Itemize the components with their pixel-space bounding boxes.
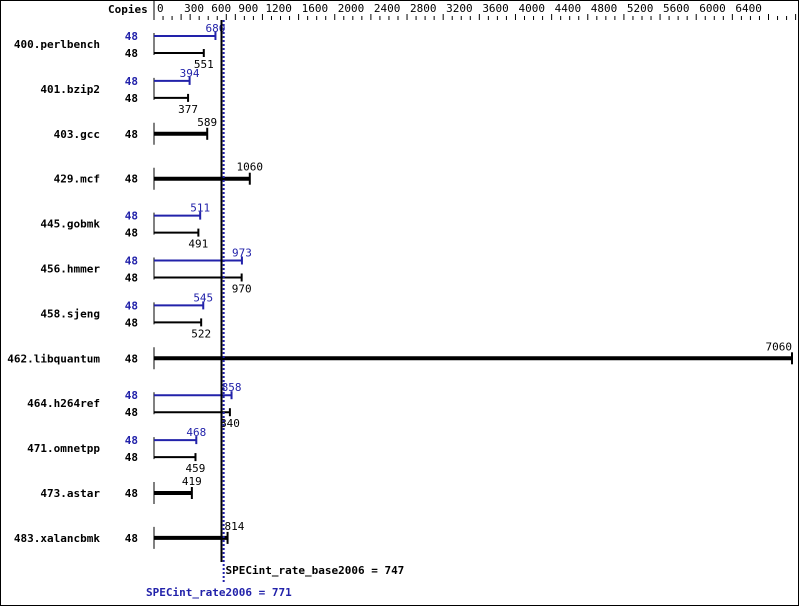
base-value: 589: [197, 116, 217, 129]
peak-summary-label: SPECint_rate2006 = 771: [146, 586, 292, 599]
base-value: 419: [182, 475, 202, 488]
benchmark-row: 458.sjeng 48 545 48 522: [40, 291, 213, 340]
benchmark-name: 473.astar: [40, 487, 100, 500]
base-value: 377: [178, 103, 198, 116]
peak-copies: 48: [125, 434, 138, 447]
peak-copies: 48: [125, 75, 138, 88]
benchmark-name: 429.mcf: [54, 173, 100, 186]
base-copies: 48: [125, 47, 138, 60]
axis-tick-label: 300: [184, 2, 204, 15]
benchmark-row: 403.gcc 48 589: [54, 116, 217, 145]
base-copies: 48: [125, 173, 138, 186]
benchmark-row: 400.perlbench 48 680 48 551: [14, 22, 225, 71]
base-copies: 48: [125, 227, 138, 240]
benchmark-row: 483.xalancbmk 48 814: [14, 520, 245, 549]
benchmark-row: 471.omnetpp 48 468 48 459: [27, 426, 206, 475]
base-value: 459: [186, 462, 206, 475]
base-copies: 48: [125, 352, 138, 365]
axis-tick-label: 0: [157, 2, 164, 15]
peak-value: 394: [180, 67, 200, 80]
benchmark-name: 464.h264ref: [27, 397, 100, 410]
benchmark-name: 458.sjeng: [40, 307, 100, 320]
base-value: 814: [225, 520, 245, 533]
peak-copies: 48: [125, 299, 138, 312]
axis-tick-label: 2400: [374, 2, 401, 15]
axis-tick-label: 1200: [265, 2, 292, 15]
base-copies: 48: [125, 487, 138, 500]
benchmark-name: 456.hmmer: [40, 263, 100, 276]
peak-copies: 48: [125, 389, 138, 402]
axis-tick-label: 6000: [699, 2, 726, 15]
benchmark-row: 429.mcf 48 1060: [54, 161, 263, 190]
peak-value: 680: [206, 22, 226, 35]
base-value: 491: [188, 238, 208, 251]
base-value: 522: [191, 327, 211, 340]
base-copies: 48: [125, 532, 138, 545]
peak-value: 468: [186, 426, 206, 439]
base-copies: 48: [125, 406, 138, 419]
copies-header: Copies: [108, 3, 148, 16]
axis-tick-label: 4800: [591, 2, 618, 15]
benchmark-name: 471.omnetpp: [27, 442, 100, 455]
axis-tick-label: 4000: [518, 2, 545, 15]
benchmark-name: 445.gobmk: [40, 218, 100, 231]
axis-tick-label: 2000: [338, 2, 365, 15]
peak-value: 545: [193, 291, 213, 304]
peak-value: 511: [190, 202, 210, 215]
base-copies: 48: [125, 92, 138, 105]
axis-tick-label: 1600: [302, 2, 329, 15]
base-copies: 48: [125, 128, 138, 141]
benchmark-name: 400.perlbench: [14, 38, 100, 51]
benchmark-name: 483.xalancbmk: [14, 532, 100, 545]
benchmark-name: 462.libquantum: [7, 352, 100, 365]
base-copies: 48: [125, 316, 138, 329]
axis-tick-label: 6400: [735, 2, 762, 15]
axis-tick-label: 600: [211, 2, 231, 15]
peak-copies: 48: [125, 210, 138, 223]
peak-value: 973: [232, 247, 252, 260]
axis-tick-label: 2800: [410, 2, 437, 15]
base-value: 551: [194, 58, 214, 71]
base-copies: 48: [125, 451, 138, 464]
axis-tick-label: 5600: [663, 2, 690, 15]
benchmark-name: 403.gcc: [54, 128, 100, 141]
axis-tick-label: 900: [238, 2, 258, 15]
base-copies: 48: [125, 272, 138, 285]
base-value: 7060: [766, 340, 793, 353]
benchmark-row: 464.h264ref 48 858 48 840: [27, 381, 241, 430]
base-value: 840: [220, 417, 240, 430]
benchmark-row: 401.bzip2 48 394 48 377: [40, 67, 200, 116]
axis-tick-label: 3600: [482, 2, 509, 15]
peak-value: 858: [222, 381, 242, 394]
axis-tick-label: 3200: [446, 2, 473, 15]
base-summary-label: SPECint_rate_base2006 = 747: [226, 564, 405, 577]
benchmark-row: 473.astar 48 419: [40, 475, 202, 504]
base-value: 970: [232, 283, 252, 296]
benchmark-row: 445.gobmk 48 511 48 491: [40, 202, 210, 251]
base-value: 1060: [237, 161, 264, 174]
axis-tick-label: 4400: [555, 2, 582, 15]
axis-tick-label: 5200: [627, 2, 654, 15]
peak-copies: 48: [125, 30, 138, 43]
peak-copies: 48: [125, 255, 138, 268]
benchmark-row: 456.hmmer 48 973 48 970: [40, 247, 251, 296]
benchmark-name: 401.bzip2: [40, 83, 100, 96]
benchmark-row: 462.libquantum 48 7060: [7, 340, 793, 370]
